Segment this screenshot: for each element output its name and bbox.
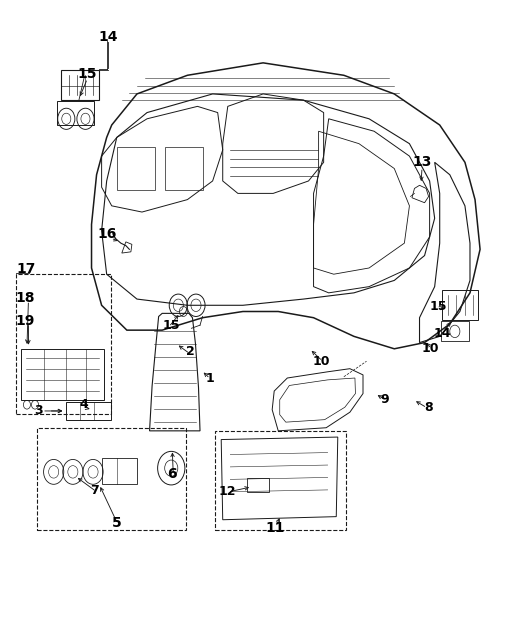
Text: 14: 14 xyxy=(98,30,118,44)
Text: 15: 15 xyxy=(162,320,180,332)
Text: 14: 14 xyxy=(433,326,450,340)
Text: 12: 12 xyxy=(219,485,236,498)
Text: 1: 1 xyxy=(206,372,214,385)
Text: 17: 17 xyxy=(16,262,35,276)
Text: 2: 2 xyxy=(186,345,194,358)
Text: 10: 10 xyxy=(421,342,438,355)
Text: 7: 7 xyxy=(89,484,98,497)
Text: 8: 8 xyxy=(423,401,432,414)
Text: 15: 15 xyxy=(429,300,446,313)
Text: 15: 15 xyxy=(78,67,97,81)
Text: 18: 18 xyxy=(15,291,35,305)
Text: 9: 9 xyxy=(379,393,388,406)
Text: 11: 11 xyxy=(265,521,284,535)
Text: 19: 19 xyxy=(15,314,34,328)
Text: 16: 16 xyxy=(97,227,116,241)
Text: 5: 5 xyxy=(112,516,121,530)
Text: 6: 6 xyxy=(167,467,177,482)
Text: 13: 13 xyxy=(412,155,431,169)
Text: 10: 10 xyxy=(312,354,330,368)
Text: 4: 4 xyxy=(79,398,88,411)
Text: 3: 3 xyxy=(34,404,43,417)
